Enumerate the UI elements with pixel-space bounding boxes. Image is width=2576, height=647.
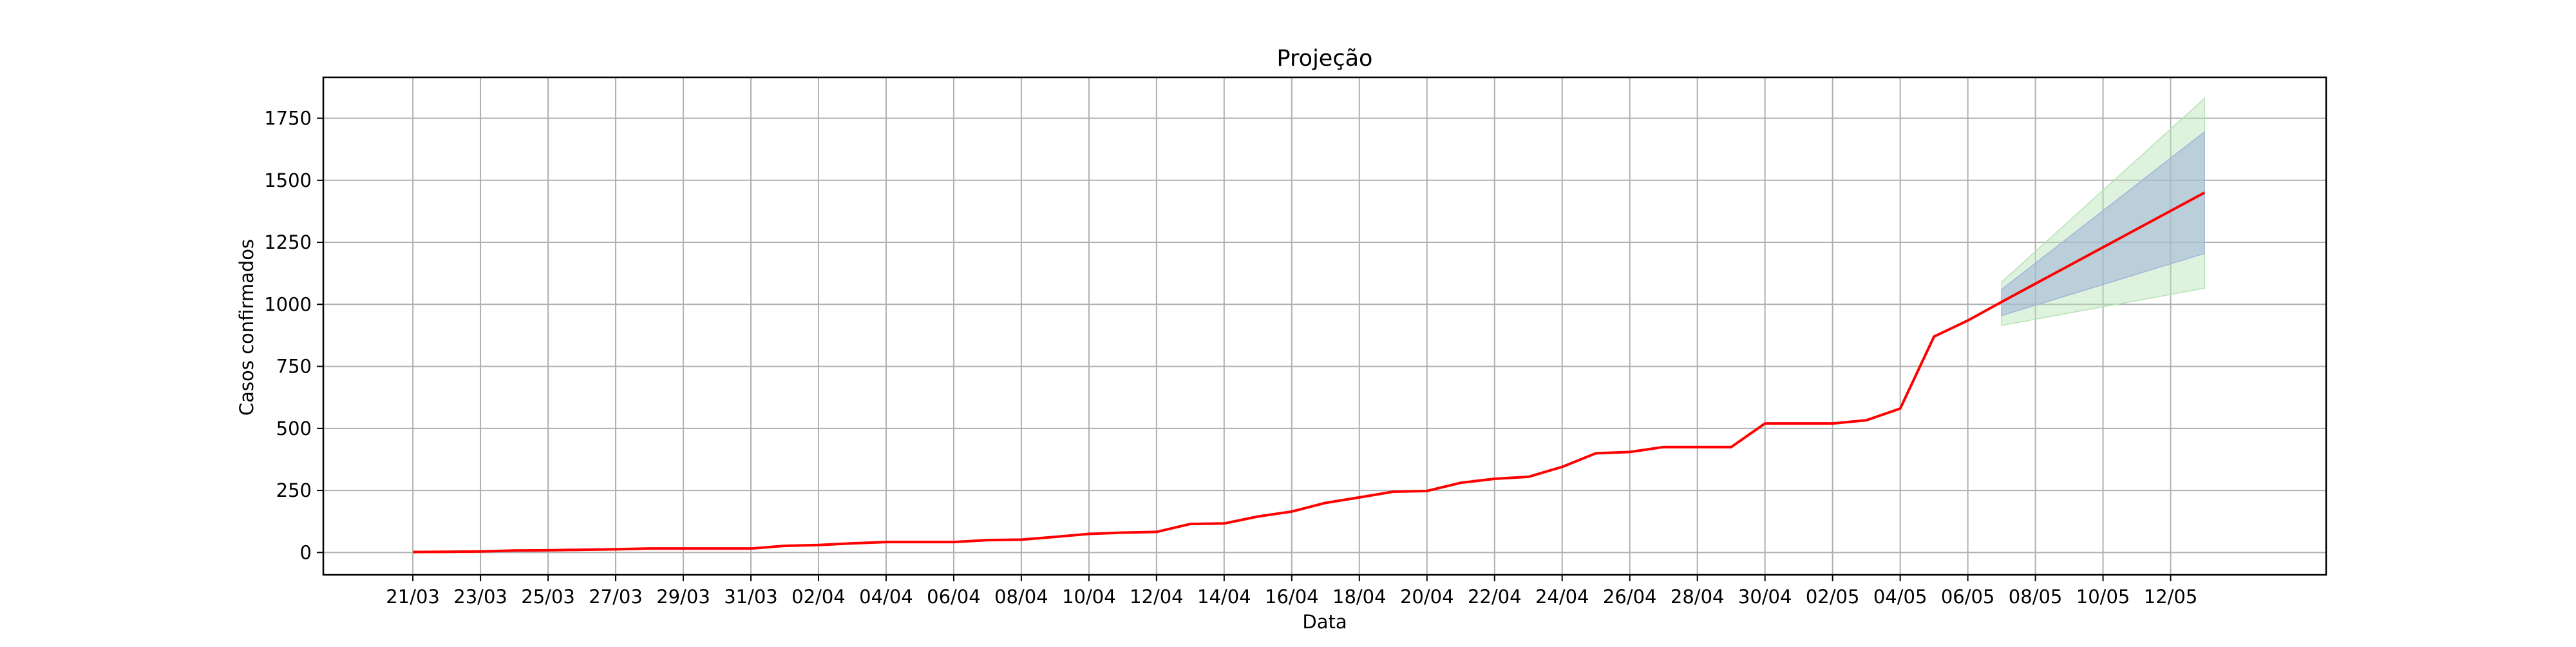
x-tick-label: 29/03 xyxy=(656,586,710,608)
x-tick-label: 06/05 xyxy=(1941,586,1995,608)
observed-cases-line xyxy=(413,300,2003,554)
x-tick-label: 26/04 xyxy=(1603,586,1657,608)
x-tick-label: 04/05 xyxy=(1873,586,1927,608)
y-axis-label: Casos confirmados xyxy=(236,239,258,416)
x-tick-label: 14/04 xyxy=(1197,586,1251,608)
y-tick-label: 500 xyxy=(276,418,312,439)
projection-line xyxy=(2001,191,2205,304)
x-tick-label: 25/03 xyxy=(521,586,575,608)
x-tick-label: 08/04 xyxy=(994,586,1048,608)
x-tick-label: 18/04 xyxy=(1332,586,1387,608)
x-tick-label: 21/03 xyxy=(386,586,440,608)
y-tick-label: 750 xyxy=(276,356,312,378)
plot-frame xyxy=(322,76,2327,576)
x-tick-label: 08/05 xyxy=(2009,586,2063,608)
y-tick-label: 1500 xyxy=(264,169,312,191)
x-tick-label: 02/04 xyxy=(791,586,846,608)
x-tick-label: 04/04 xyxy=(859,586,913,608)
x-tick-label: 28/04 xyxy=(1671,586,1725,608)
x-axis-ticks: 21/03 23/03 25/03 27/03 29/03 31/03 02/04 04/04… xyxy=(386,575,2197,608)
x-tick-label: 10/04 xyxy=(1062,586,1116,608)
x-tick-label: 20/04 xyxy=(1400,586,1454,608)
y-tick-label: 1250 xyxy=(264,231,312,253)
y-tick-label: 1750 xyxy=(264,108,312,130)
y-tick-label: 250 xyxy=(276,479,312,501)
grid-lines xyxy=(323,77,2326,575)
x-tick-label: 12/05 xyxy=(2144,586,2198,608)
x-tick-label: 30/04 xyxy=(1738,586,1792,608)
x-tick-label: 31/03 xyxy=(724,586,778,608)
x-tick-label: 06/04 xyxy=(927,586,981,608)
inner-confidence-band xyxy=(2001,131,2205,316)
x-tick-label: 02/05 xyxy=(1806,586,1860,608)
confidence-bands xyxy=(2001,97,2205,326)
x-tick-label: 22/04 xyxy=(1468,586,1522,608)
y-axis-ticks: 0 250 500 750 1000 1250 1500 1750 xyxy=(264,108,323,563)
x-tick-label: 24/04 xyxy=(1535,586,1589,608)
y-tick-label: 0 xyxy=(300,541,312,563)
chart-title: Projeção xyxy=(1277,46,1373,72)
data-lines xyxy=(413,191,2205,554)
x-tick-label: 23/03 xyxy=(453,586,507,608)
x-tick-label: 27/03 xyxy=(589,586,643,608)
x-axis-label: Data xyxy=(1302,611,1347,633)
x-tick-label: 10/05 xyxy=(2076,586,2130,608)
x-tick-label: 12/04 xyxy=(1130,586,1184,608)
x-tick-label: 16/04 xyxy=(1265,586,1319,608)
y-tick-label: 1000 xyxy=(264,293,312,315)
